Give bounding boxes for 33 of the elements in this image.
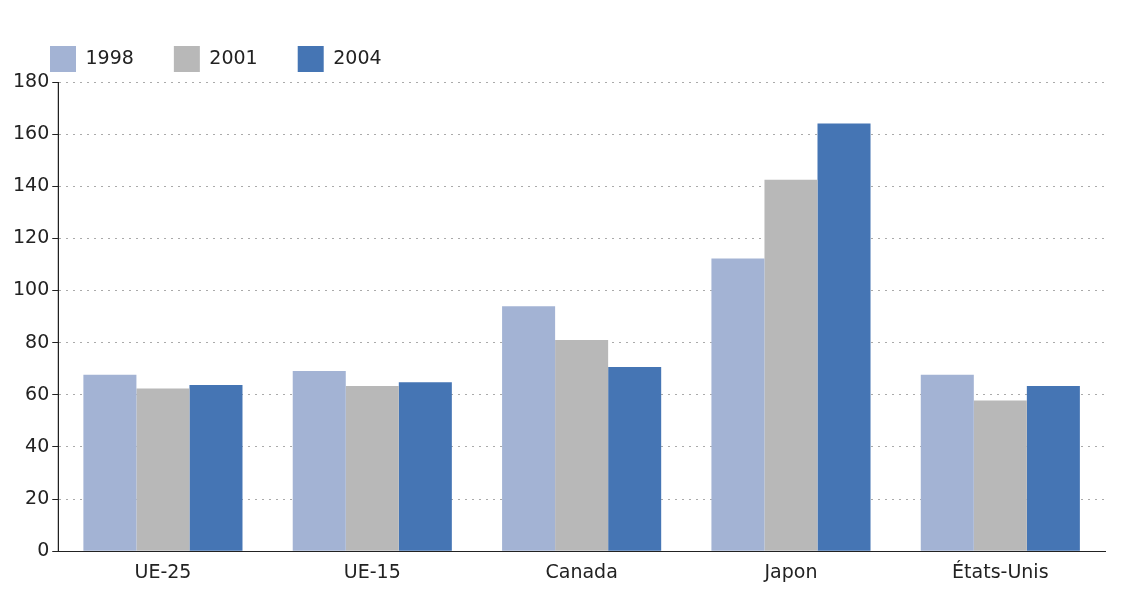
- bar: [973, 400, 1027, 551]
- bar: [920, 374, 974, 551]
- bar: [502, 306, 556, 551]
- bar: [398, 382, 452, 551]
- y-tick-label: 20: [25, 486, 50, 508]
- x-tick-label: États-Unis: [952, 559, 1049, 582]
- y-tick-label: 80: [25, 329, 50, 352]
- bar: [83, 374, 137, 551]
- x-tick-label: Canada: [545, 559, 618, 582]
- bar: [711, 258, 765, 551]
- y-tick-label: 0: [37, 538, 50, 561]
- y-tick-label: 40: [25, 433, 50, 456]
- legend-label: 1998: [85, 45, 134, 68]
- y-tick-label: 100: [13, 277, 50, 300]
- bar: [817, 123, 871, 551]
- x-tick-label: UE-25: [134, 559, 192, 582]
- bar: [292, 371, 346, 551]
- bar: [608, 366, 662, 551]
- legend-label: 2004: [333, 45, 382, 68]
- x-tick-label: UE-15: [343, 559, 401, 582]
- y-tick-label: 60: [25, 381, 50, 404]
- bar: [189, 384, 243, 551]
- bar: [555, 340, 609, 551]
- y-tick-label: 140: [13, 173, 50, 196]
- y-tick-label: 180: [13, 68, 50, 91]
- y-tick-label: 160: [13, 121, 50, 144]
- y-tick-label: 120: [13, 225, 50, 248]
- bar: [764, 179, 818, 551]
- x-tick-label: Japon: [763, 559, 818, 582]
- bar: [136, 388, 190, 551]
- bar: [1026, 385, 1080, 551]
- legend-label: 2001: [209, 45, 258, 68]
- bar: [345, 385, 399, 551]
